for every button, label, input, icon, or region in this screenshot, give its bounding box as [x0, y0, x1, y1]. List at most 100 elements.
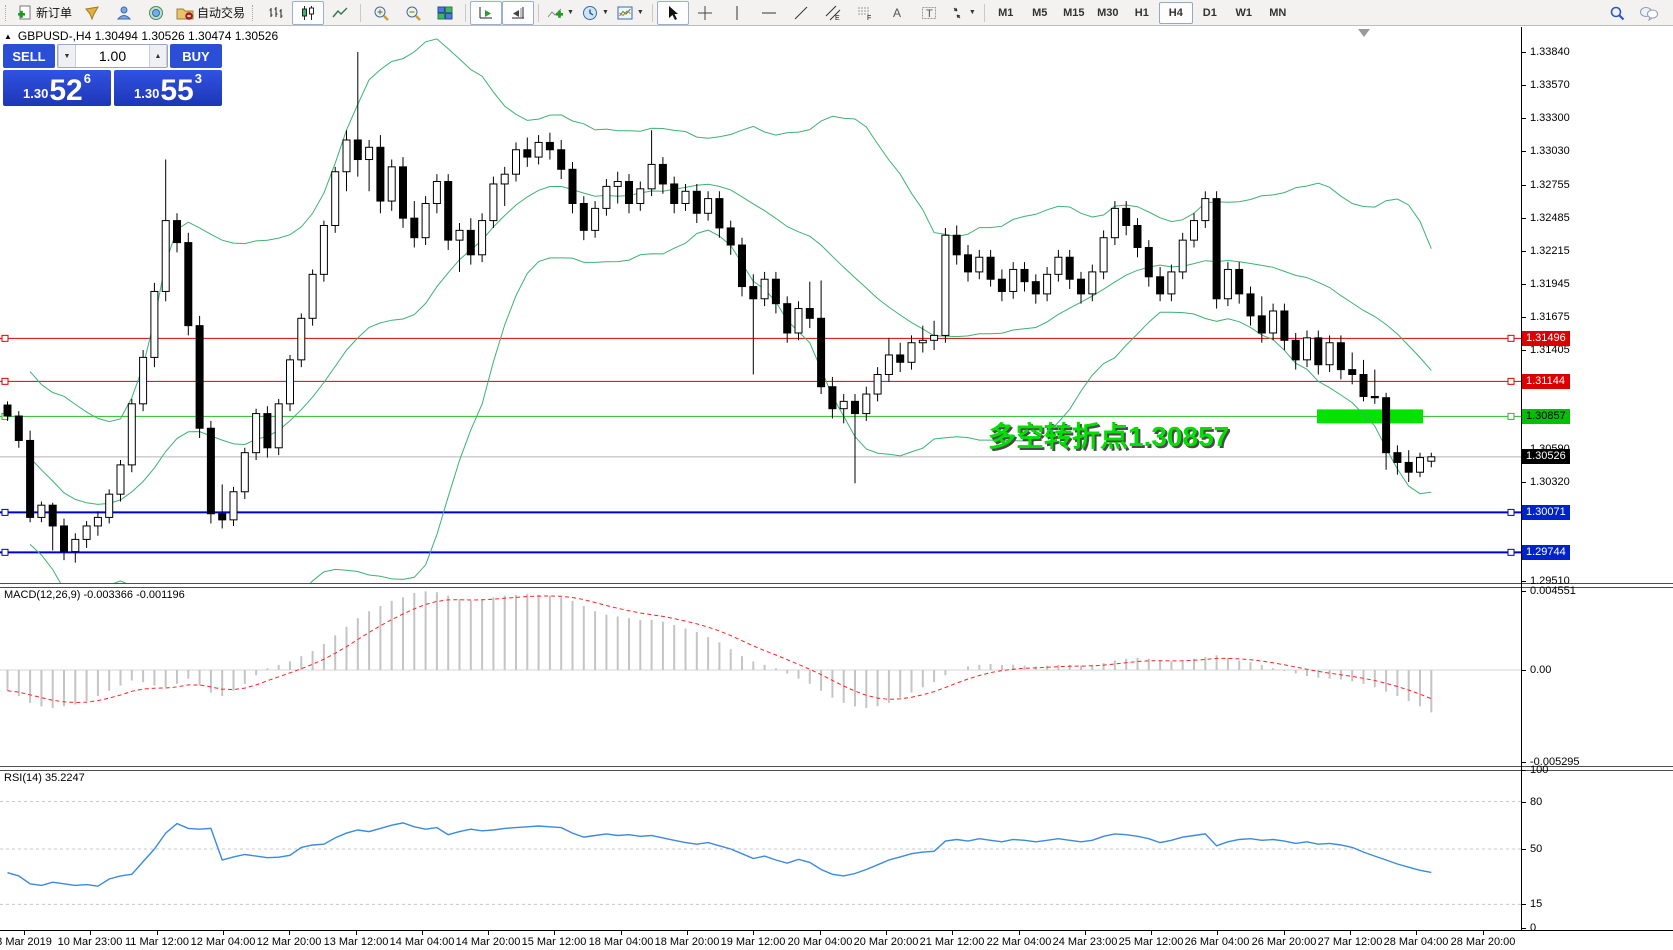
- price-axis-label: 1.29510: [1530, 574, 1570, 587]
- rsi-axis-label: 80: [1530, 795, 1543, 808]
- new-order-button[interactable]: 新订单: [13, 1, 76, 25]
- timeframe-W1[interactable]: W1: [1235, 6, 1253, 19]
- timeframe-H4[interactable]: H4: [1158, 1, 1193, 24]
- new-order-icon: [18, 5, 31, 19]
- time-axis-tick: [1416, 931, 1417, 935]
- chevron-down-icon: ▼: [567, 9, 574, 16]
- indicators-icon: [547, 8, 564, 18]
- sell-price-box[interactable]: 1.30 52 6: [3, 70, 111, 106]
- timeframe-D1[interactable]: D1: [1202, 6, 1217, 19]
- buy-price-big: 55: [160, 74, 194, 107]
- time-axis-label: 20 Mar 04:00: [787, 936, 853, 948]
- macd-axis-label: 0.00: [1530, 664, 1552, 676]
- equidistant-channel-tool-button[interactable]: E: [817, 1, 849, 25]
- rsi-axis-label: 15: [1530, 898, 1543, 911]
- time-axis-label: 18 Mar 04:00: [588, 936, 654, 948]
- time-axis-tick: [886, 931, 887, 935]
- trendline-tool-button[interactable]: [785, 1, 817, 25]
- price-axis-tick: [1521, 283, 1526, 285]
- metaeditor-button[interactable]: [76, 1, 108, 25]
- templates-button[interactable]: ▼: [613, 1, 648, 25]
- buy-button[interactable]: BUY: [170, 44, 222, 68]
- rsi-indicator-panel[interactable]: [0, 770, 1521, 930]
- search-button[interactable]: [1601, 1, 1633, 25]
- data-window-button[interactable]: [140, 1, 172, 25]
- auto-scroll-button[interactable]: [470, 0, 503, 25]
- volume-increase-button[interactable]: ▲: [149, 45, 167, 67]
- price-axis-tick: [1521, 217, 1526, 219]
- price-badge: 1.30857: [1522, 408, 1570, 424]
- time-axis-label: 13 Mar 12:00: [323, 936, 389, 948]
- rsi-axis-label: 0: [1530, 922, 1537, 935]
- toolbar-right-group: [1601, 1, 1665, 25]
- autotrading-button[interactable]: 自动交易: [172, 1, 249, 25]
- macd-indicator-panel[interactable]: [0, 587, 1521, 766]
- time-axis-label: 21 Mar 12:00: [919, 936, 985, 948]
- line-chart-type-button[interactable]: [324, 1, 356, 25]
- chart-annotation-text[interactable]: 多空转折点1.30857: [988, 421, 1230, 452]
- price-axis-tick: [1521, 184, 1526, 186]
- channel-icon: E: [825, 5, 841, 21]
- rsi-line: [7, 822, 1432, 887]
- chart-shift-icon: [512, 6, 525, 18]
- timeframe-MN[interactable]: MN: [1269, 6, 1287, 19]
- periods-button[interactable]: ▼: [578, 1, 613, 25]
- collapse-panel-icon[interactable]: ▲: [4, 31, 12, 41]
- text-tool-button[interactable]: A: [881, 1, 913, 25]
- zoom-in-button[interactable]: [365, 1, 397, 25]
- timeframe-M5[interactable]: M5: [1032, 6, 1048, 19]
- sell-button[interactable]: SELL: [3, 44, 55, 68]
- chart-shift-marker[interactable]: [1358, 29, 1370, 37]
- timeframe-M1[interactable]: M1: [998, 6, 1014, 19]
- fibonacci-tool-button[interactable]: F: [849, 1, 881, 25]
- text-label-tool-button[interactable]: T: [913, 1, 945, 25]
- timeframe-H1[interactable]: H1: [1134, 6, 1149, 19]
- timeframe-group: M1 M5 M15 M30 H1 H4 D1 W1 MN: [989, 1, 1295, 24]
- buy-price-box[interactable]: 1.30 55 3: [114, 70, 222, 106]
- tile-windows-button[interactable]: [429, 1, 461, 25]
- price-axis-label: 1.31675: [1530, 310, 1570, 323]
- candlestick-chart-type-button[interactable]: [292, 0, 325, 25]
- chat-button[interactable]: [1633, 1, 1665, 25]
- timeframe-M15[interactable]: M15: [1063, 6, 1085, 19]
- price-axis-line: [1521, 27, 1522, 930]
- arrows-tool-button[interactable]: ▼: [945, 1, 980, 25]
- chart-shift-button[interactable]: [502, 0, 535, 25]
- template-icon: [617, 6, 633, 19]
- timeframe-M30[interactable]: M30: [1097, 6, 1119, 19]
- clock-icon: [582, 5, 597, 20]
- time-axis-tick: [554, 931, 555, 935]
- time-axis-label: 14 Mar 20:00: [455, 936, 521, 948]
- vertical-line-tool-button[interactable]: [721, 1, 753, 25]
- highlight-rectangle[interactable]: [1317, 409, 1423, 424]
- price-axis-tick: [1521, 250, 1526, 252]
- horizontal-line-tool-button[interactable]: [753, 1, 785, 25]
- volume-decrease-button[interactable]: ▼: [58, 45, 76, 67]
- rsi-axis-tick: [1521, 801, 1526, 803]
- text-icon: A: [893, 6, 901, 20]
- bar-chart-type-button[interactable]: [260, 1, 292, 25]
- volume-field[interactable]: 1.00: [98, 48, 127, 64]
- price-axis[interactable]: 1.33840 1.33570 1.33300 1.33030 1.32755 1.324…: [1521, 0, 1673, 950]
- panel-separator[interactable]: [0, 766, 1673, 771]
- indicators-button[interactable]: ▼: [543, 1, 578, 25]
- toolbar-drag-handle[interactable]: [5, 4, 10, 21]
- price-axis-tick: [1521, 482, 1526, 483]
- sell-price-prefix: 1.30: [23, 86, 49, 101]
- rsi-axis-label: 100: [1530, 764, 1549, 776]
- main-price-chart[interactable]: [0, 27, 1521, 583]
- time-axis-tick: [1151, 931, 1152, 935]
- time-axis-label: 12 Mar 04:00: [190, 936, 256, 948]
- time-axis[interactable]: 8 Mar 2019 10 Mar 23:00 11 Mar 12:00 12 Mar…: [0, 930, 1673, 950]
- zoom-out-button[interactable]: [397, 1, 429, 25]
- time-axis-label: 14 Mar 04:00: [389, 936, 455, 948]
- new-order-label: 新订单: [36, 6, 73, 20]
- price-axis-tick: [1521, 580, 1526, 582]
- panel-separator[interactable]: [0, 583, 1673, 588]
- cursor-tool-button[interactable]: [656, 0, 689, 25]
- crosshair-tool-button[interactable]: [689, 1, 721, 25]
- group-separator: [538, 3, 540, 22]
- time-axis-tick: [1284, 931, 1285, 935]
- crosshair-icon: [697, 5, 712, 20]
- market-watch-button[interactable]: [108, 1, 140, 25]
